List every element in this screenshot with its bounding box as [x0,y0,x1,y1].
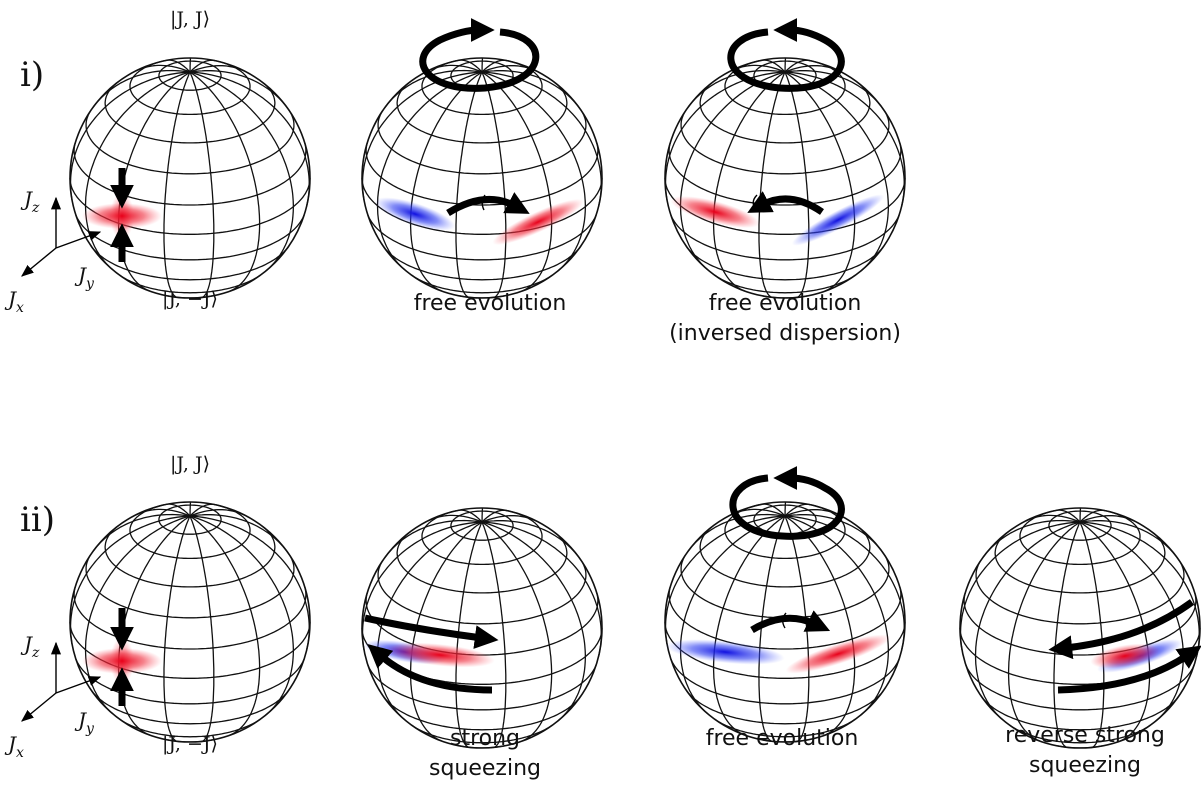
caption: strong [450,726,520,751]
axis-label: Jx [4,732,24,761]
axis-subscript: y [85,276,95,292]
axis-subscript: x [16,745,24,761]
axis-label: Jz [20,187,40,216]
axis-label: Jx [4,287,24,316]
row-label: i) [20,55,44,95]
axis-subscript: z [31,645,40,661]
axis-subscript: y [85,721,95,737]
caption: free evolution [709,291,862,316]
bottom-ket: |J, −J⟩ [162,288,218,310]
top-ket: |J, J⟩ [170,8,210,30]
caption: squeezing [1029,753,1141,778]
caption: free evolution [414,291,567,316]
bloch-sphere [70,502,310,742]
row-label: ii) [20,500,55,540]
caption: free evolution [706,726,859,751]
bottom-ket: |J, −J⟩ [162,733,218,755]
grid-line [482,508,483,522]
grid-line [785,58,786,72]
caption: reverse strong [1005,723,1165,748]
red-distribution [110,192,134,240]
top-ket: |J, J⟩ [170,453,210,475]
spheres [70,58,1200,748]
grid-line [1080,508,1081,522]
axis-subscript: x [16,300,24,316]
axis-arrow [22,248,56,276]
axis-subscript: z [31,200,40,216]
caption: squeezing [429,756,541,781]
axis-label: Jy [74,263,95,292]
grid-line [482,58,483,72]
caption: (inversed dispersion) [669,321,901,346]
red-distribution [110,637,134,685]
figure: i) |J, J⟩ |J, −J⟩ Jz Jy Jx free evolution free … [0,0,1201,790]
bloch-sphere [665,58,905,298]
bloch-sphere [362,58,602,298]
axis-label: Jy [74,708,95,737]
grid-line [785,502,786,516]
bloch-sphere [70,58,310,298]
bloch-sphere [960,508,1200,748]
axis-label: Jz [20,632,40,661]
axis-arrow [22,693,56,721]
grid-line [190,502,191,516]
grid-line [190,58,191,72]
